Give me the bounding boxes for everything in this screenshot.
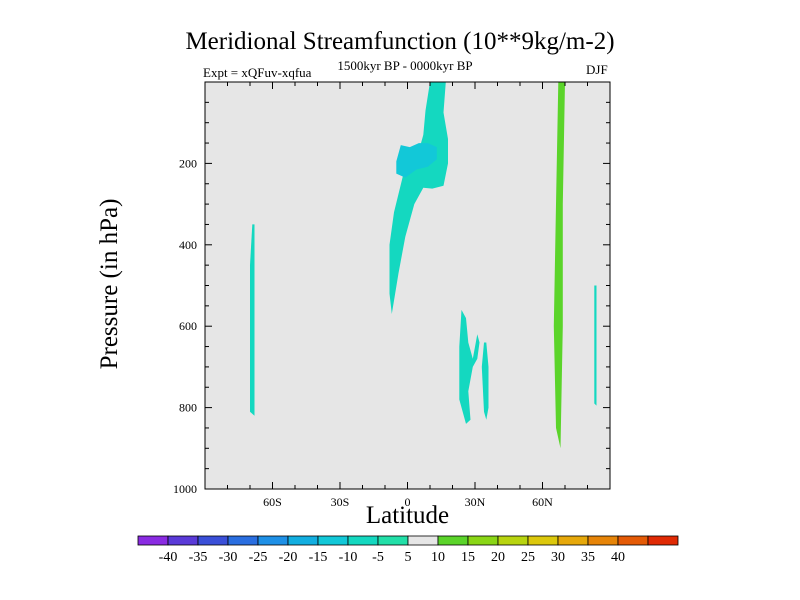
y-tick-label: 1000 [173, 482, 197, 496]
colorbar-swatch [587, 535, 619, 546]
contour-region-7 [403, 326, 417, 457]
colorbar-label: -15 [309, 550, 328, 565]
colorbar-label: 5 [405, 550, 412, 565]
colorbar-label: -10 [339, 550, 358, 565]
colorbar-swatch [617, 535, 649, 546]
colorbar-swatch [557, 535, 589, 546]
x-tick-label: 30S [331, 495, 350, 509]
season-label: DJF [586, 62, 608, 77]
colorbar-swatch [647, 535, 679, 546]
colorbar-label: -25 [249, 550, 268, 565]
axis-ticks: 60S 30S 0 30N 60N 200 400 600 800 1000 [173, 82, 610, 509]
contour-region-10 [553, 82, 565, 449]
x-axis-label: Latitude [365, 502, 450, 529]
colorbar-swatch [167, 535, 199, 546]
colorbar-label: 30 [551, 550, 565, 565]
colorbar-swatch [317, 535, 349, 546]
contour-region-8 [511, 82, 525, 441]
colorbar-label: -20 [279, 550, 298, 565]
colorbar-swatch [497, 535, 529, 546]
x-tick-label: 60S [263, 495, 282, 509]
colorbar-label: 40 [611, 550, 625, 565]
colorbar-swatch [437, 535, 469, 546]
colorbar-label: 10 [431, 550, 445, 565]
colorbar-swatch [407, 535, 439, 546]
y-tick-label: 200 [179, 156, 197, 170]
colorbar-label: 25 [521, 550, 535, 565]
colorbar-swatch [227, 535, 259, 546]
colorbar-label: -30 [219, 550, 238, 565]
colorbar-label: -35 [189, 550, 208, 565]
x-tick-label: 0 [405, 495, 411, 509]
contour-region-2 [396, 143, 437, 178]
colorbar-swatch [257, 535, 289, 546]
colorbar-label: -5 [372, 550, 384, 565]
x-tick-label: 30N [465, 495, 486, 509]
colorbar-swatch [377, 535, 409, 546]
colorbar-swatch [137, 535, 169, 546]
x-tick-label: 60N [532, 495, 553, 509]
colorbar-swatch [467, 535, 499, 546]
period-label: 1500kyr BP - 0000kyr BP [337, 58, 473, 73]
colorbar-swatch [347, 535, 379, 546]
colorbar-swatch [527, 535, 559, 546]
colorbar-swatch [287, 535, 319, 546]
y-tick-label: 600 [179, 319, 197, 333]
y-tick-label: 800 [179, 401, 197, 415]
contour-region-6 [594, 285, 597, 406]
chart-title: Meridional Streamfunction (10**9kg/m-2) [185, 28, 615, 55]
colorbar: -40 -35 -30 -25 -20 -15 -10 -5 5 10 15 20 25 30 35 40 [137, 535, 679, 565]
contour-region-12 [547, 366, 550, 404]
colorbar-label: -40 [159, 550, 178, 565]
contour-region-5 [481, 342, 489, 420]
colorbar-label: 20 [491, 550, 505, 565]
contour-region-1 [389, 82, 448, 314]
contour-region-11 [531, 122, 534, 135]
contour-regions [250, 82, 597, 479]
colorbar-swatch [197, 535, 229, 546]
colorbar-label: 35 [581, 550, 595, 565]
experiment-label: Expt = xQFuv-xqfua [203, 65, 312, 80]
contour-region-4 [459, 309, 480, 424]
y-tick-label: 400 [179, 238, 197, 252]
contour-region-3 [250, 224, 255, 416]
colorbar-label: 15 [461, 550, 475, 565]
